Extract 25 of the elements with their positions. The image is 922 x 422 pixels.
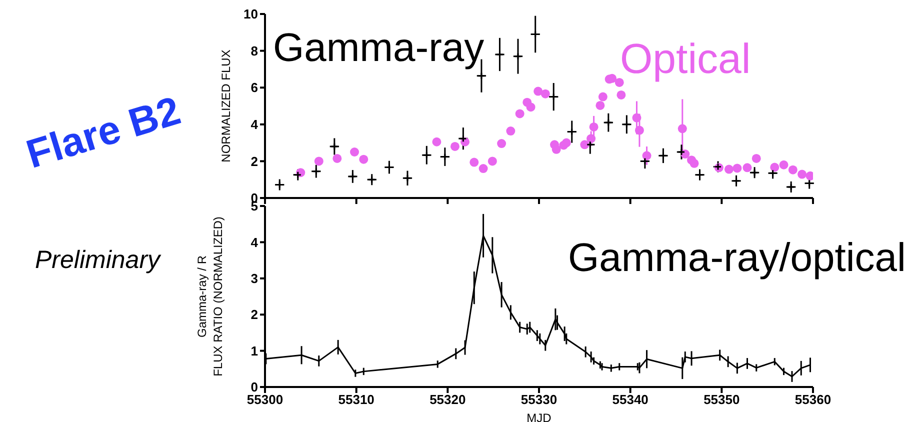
- text: Flare B2: [22, 88, 186, 178]
- x-tick-label: 55300: [246, 392, 284, 408]
- series-label: Gamma-ray: [273, 26, 484, 70]
- x-tick-label: 55350: [704, 392, 740, 408]
- y-tick-label: 6: [250, 80, 258, 96]
- x-tick-label: 55340: [612, 392, 648, 408]
- x-tick-label: 55320: [430, 392, 466, 408]
- series-label: Gamma-ray/optical: [568, 236, 906, 280]
- y-tick-label: 3: [250, 271, 258, 286]
- y-axis-title: NORMALIZED FLUX: [219, 50, 233, 162]
- y-tick-label: 0: [250, 380, 258, 395]
- x-tick-label: 55360: [794, 392, 832, 408]
- y-tick-label: 4: [250, 117, 259, 132]
- y-tick-label: 10: [244, 6, 258, 22]
- y-tick-label: 1: [250, 343, 258, 358]
- y-tick-label: 4: [250, 234, 259, 250]
- y-tick-label: 8: [250, 43, 258, 58]
- text: Preliminary: [35, 246, 160, 274]
- y-axis-title: Gamma-ray / R FLUX RATIO (NORMALIZED): [195, 216, 225, 376]
- x-tick-label: 55310: [338, 392, 374, 408]
- x-axis-title: MJD: [526, 411, 552, 422]
- series-label: Optical: [620, 35, 751, 82]
- y-tick-label: 2: [250, 307, 258, 322]
- x-tick-label: 55330: [520, 392, 558, 408]
- y-tick-label: 2: [250, 154, 258, 169]
